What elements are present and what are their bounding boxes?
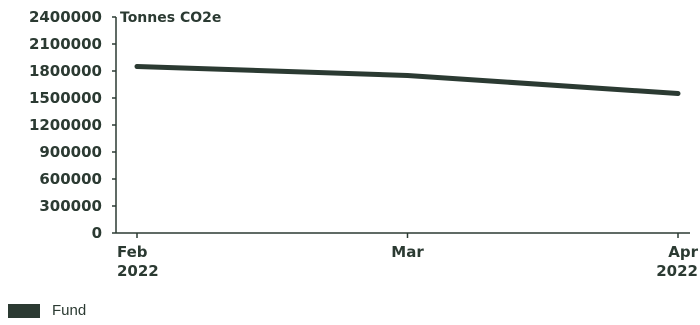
x-tick-label-year: 2022 [117, 262, 159, 280]
y-tick-label: 2400000 [29, 8, 102, 26]
y-axis: 0 300000 600000 900000 1200000 1500000 1800000… [29, 8, 117, 242]
y-tick-label: 900000 [39, 143, 102, 161]
y-axis-unit-label: Tonnes CO2e [120, 10, 221, 26]
legend: Fund [8, 302, 86, 319]
series-group [134, 64, 681, 96]
x-tick-label: Feb [117, 243, 148, 261]
x-tick-label-year: 2022 [656, 262, 698, 280]
x-tick-label: Apr [668, 243, 698, 261]
y-tick-label: 600000 [39, 170, 102, 188]
y-tick-label: 1200000 [29, 116, 102, 134]
x-tick-label: Mar [391, 243, 424, 261]
y-tick-label: 2100000 [29, 35, 102, 53]
y-tick-label: 0 [92, 224, 102, 242]
y-tick-label: 300000 [39, 197, 102, 215]
series-line-fund [134, 64, 681, 96]
y-tick-label: 1500000 [29, 89, 102, 107]
legend-label-fund: Fund [52, 302, 87, 319]
legend-swatch-fund [8, 303, 40, 318]
y-tick-label: 1800000 [29, 62, 102, 80]
